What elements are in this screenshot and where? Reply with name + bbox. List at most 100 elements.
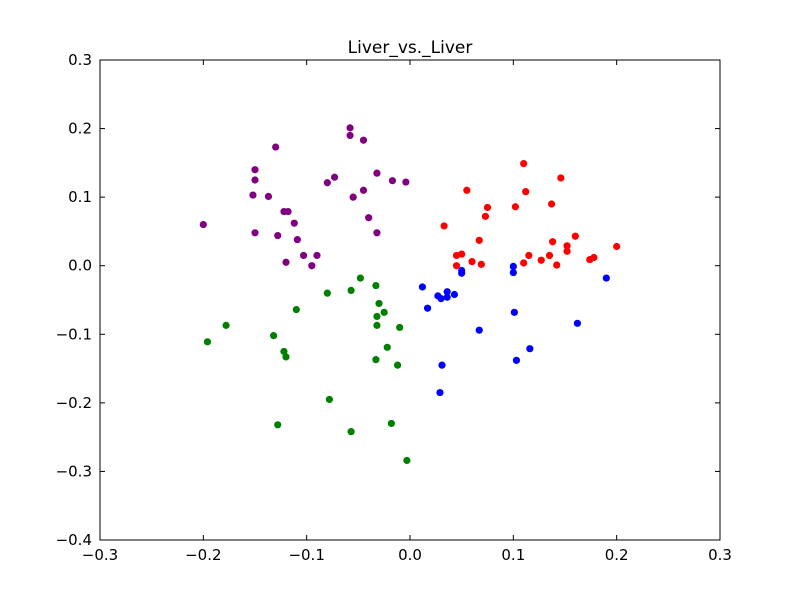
y-tick-label: 0.0 [68,257,92,275]
scatter-point [373,229,381,237]
x-tick-label: −0.1 [288,546,324,564]
scatter-point [356,274,364,282]
scatter-point [468,258,476,266]
scatter-point [346,124,354,132]
y-tick-label: −0.1 [56,325,92,343]
scatter-point [511,203,519,211]
scatter-point [520,159,528,168]
scatter-point [403,456,411,465]
x-tick-label: 0.0 [398,546,422,564]
scatter-point [443,293,451,301]
scatter-point [613,242,621,251]
scatter-point [365,214,373,222]
x-tick-label: −0.2 [185,546,221,564]
scatter-point [483,203,492,212]
scatter-point [475,326,483,334]
scatter-point [373,312,381,321]
scatter-point [537,256,545,264]
scatter-point [323,289,331,297]
scatter-point [251,166,259,174]
scatter-point [402,178,410,186]
y-tick-label: 0.2 [68,120,92,138]
scatter-point [373,169,381,177]
scatter-point [251,229,259,237]
scatter-point [512,356,521,364]
scatter-point [438,361,446,369]
scatter-point [396,323,404,332]
scatter-point [282,353,290,361]
scatter-point [349,193,357,201]
scatter-point [443,288,451,296]
scatter-point [545,251,554,260]
scatter-point [553,261,561,269]
scatter-point [563,247,571,255]
scatter-point [346,131,354,140]
scatter-point [274,421,282,429]
plot-frame [99,59,721,541]
scatter-point [359,186,368,194]
scatter-point [522,188,530,196]
x-tick-label: 0.3 [708,546,732,564]
series-0 [199,124,410,270]
scatter-point [510,308,518,316]
scatter-point [590,253,598,262]
x-tick-label: −0.3 [82,546,118,564]
scatter-point [313,251,321,260]
scatter-point [203,338,212,346]
scatter-point [423,304,432,312]
scatter-point [274,231,282,240]
scatter-point [394,361,402,369]
scatter-point [199,220,207,229]
scatter-point [509,262,517,270]
scatter-point [222,321,230,329]
y-tick-label: 0.1 [68,188,92,206]
scatter-point [450,290,459,299]
scatter-point [251,176,259,184]
scatter-point [520,259,528,267]
scatter-point [308,262,316,270]
scatter-point [458,269,466,277]
scatter-point [458,250,466,258]
scatter-point [437,295,445,303]
y-tick-label: −0.3 [56,462,92,480]
scatter-point [372,356,380,364]
scatter-point [549,238,557,246]
scatter-point [452,262,461,270]
scatter-point [477,260,485,268]
scatter-point [526,345,534,353]
y-tick-label: 0.3 [68,51,92,69]
scatter-point [272,143,280,151]
scatter-point [525,251,533,260]
scatter-point [323,179,331,187]
x-tick-label: 0.2 [605,546,629,564]
scatter-point [282,258,290,266]
scatter-point [372,282,380,290]
scatter-point [440,222,448,230]
scatter-point [475,236,483,244]
scatter-point [557,174,565,182]
scatter-point [463,186,471,194]
scatter-point [388,177,397,185]
scatter-point [292,306,300,314]
scatter-point [436,388,444,397]
scatter-point [249,191,257,199]
scatter-point [380,308,388,316]
scatter-point [264,192,273,201]
scatter-point [347,428,355,436]
y-tick-label: −0.2 [56,394,92,412]
scatter-point [359,136,368,144]
series-1 [440,159,621,270]
scatter-point [383,343,391,351]
scatter-point [481,212,490,220]
scatter-point [602,274,610,282]
scatter-point [573,319,582,327]
scatter-point [280,347,288,356]
scatter-point [330,173,339,181]
ticks-layer: −0.3 −0.2 −0.1 0.0 0.1 0.2 0.3 0.3 0.2 0.1 0.0 −0.1… [56,51,732,564]
scatter-point [571,232,579,240]
scatter-point [325,395,333,404]
points-layer [199,124,621,465]
chart-title: Liver_vs._Liver [348,38,473,58]
